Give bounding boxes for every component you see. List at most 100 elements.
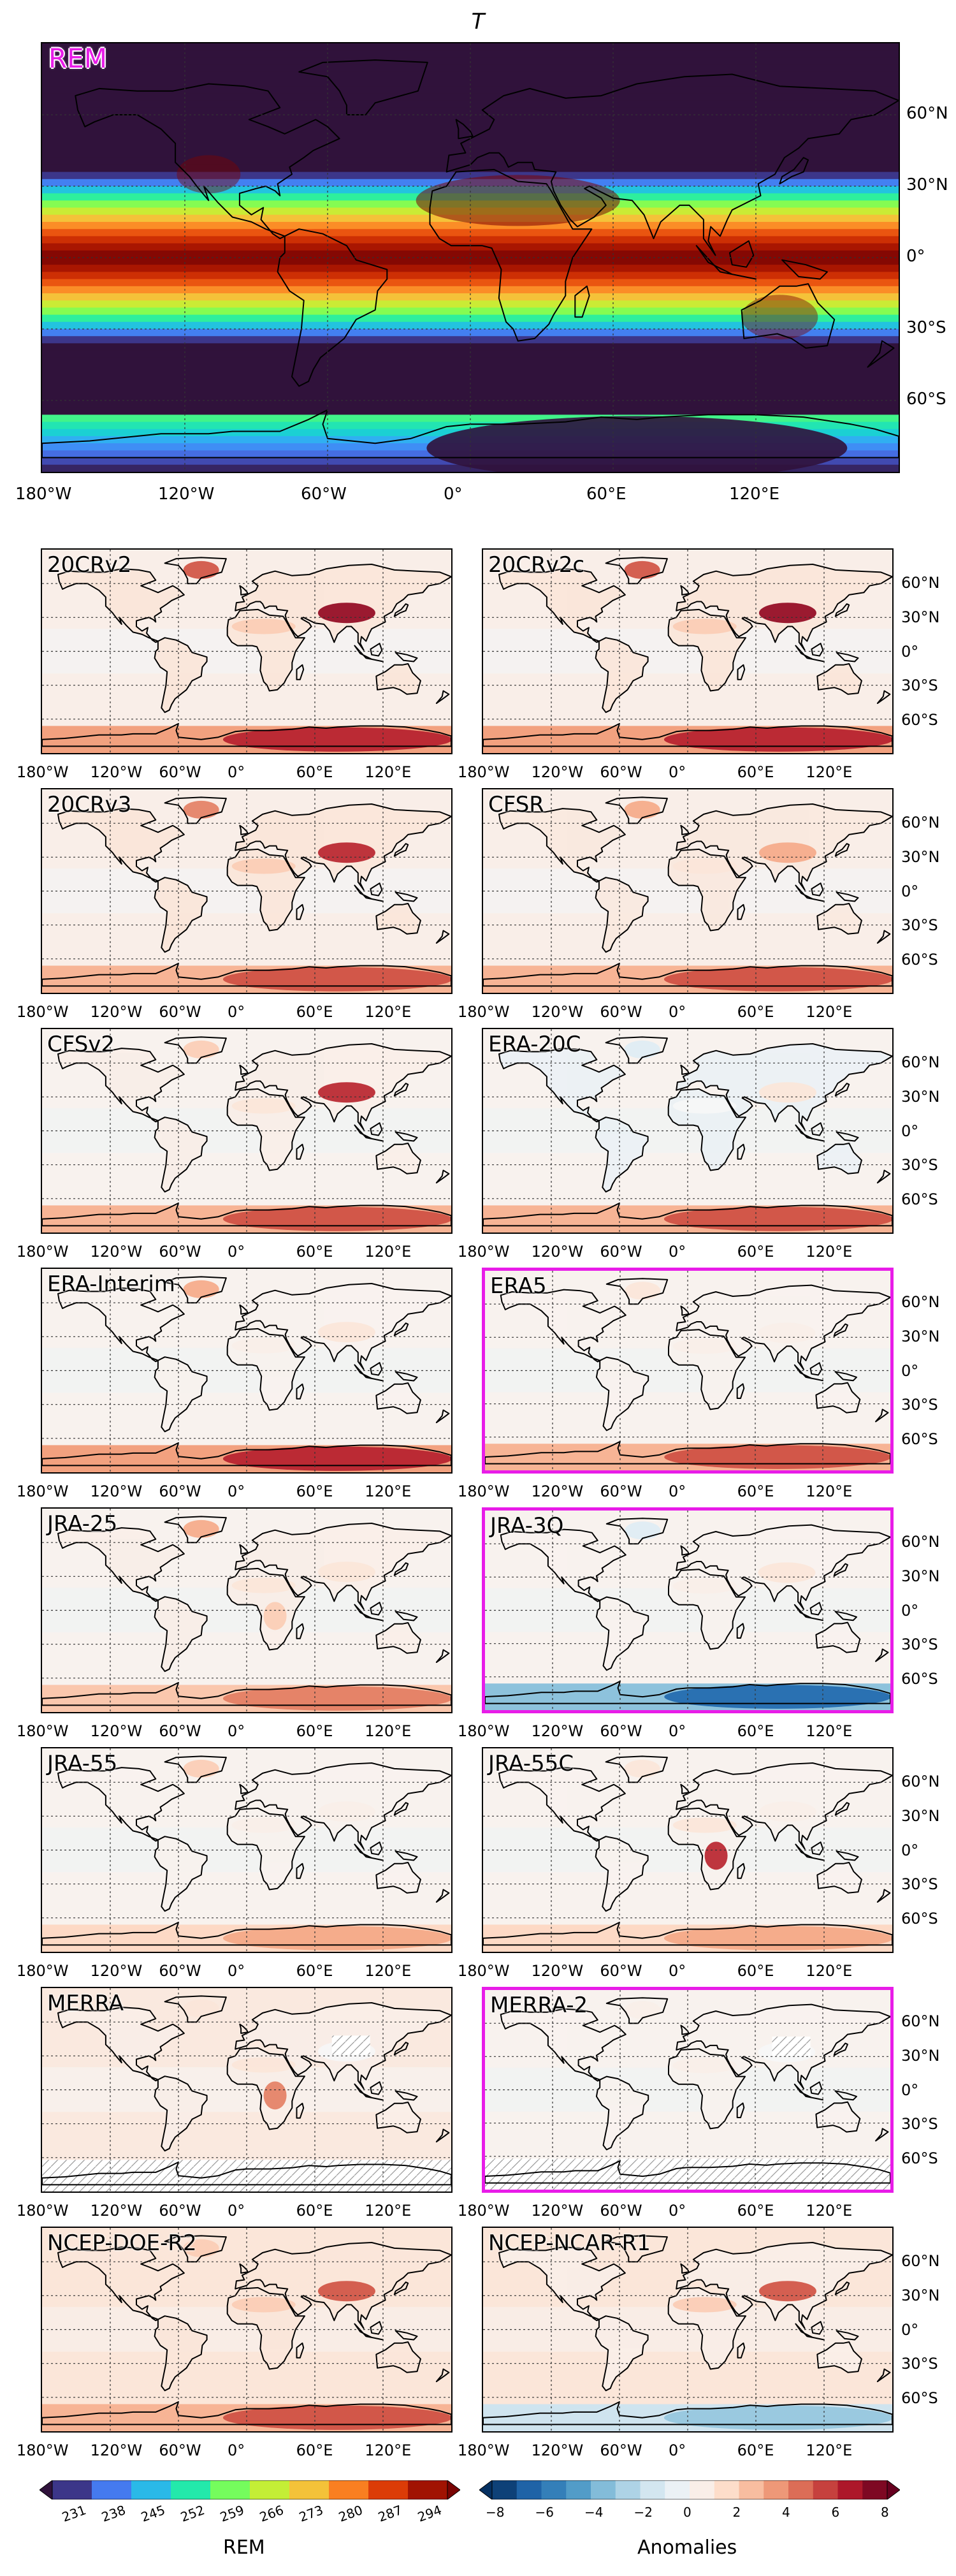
lon-tick-label: 180°W xyxy=(458,2202,510,2220)
lon-tick-label: 180°W xyxy=(17,1962,69,1980)
lon-tick-label: 60°W xyxy=(600,1003,642,1021)
anomaly-field xyxy=(483,1029,892,1233)
anomaly-field xyxy=(485,1271,890,1470)
anomaly-map-panel: 20CRv3 xyxy=(41,788,453,994)
rem-colorbar-tick: 273 xyxy=(297,2502,326,2525)
anomaly-colorbar-label: Anomalies xyxy=(637,2536,737,2559)
lat-tick-label: 0° xyxy=(901,1122,919,1140)
lon-tick-label: 0° xyxy=(228,1482,245,1500)
lon-tick-label: 60°E xyxy=(296,1722,333,1740)
lat-tick-label: 0° xyxy=(901,2320,919,2339)
panel-label: ERA-20C xyxy=(488,1032,581,1057)
lon-tick-label: 60°W xyxy=(301,485,347,504)
lon-tick-label: 0° xyxy=(669,1962,686,1980)
lon-tick-label: 120°W xyxy=(531,1722,584,1740)
anomaly-field xyxy=(42,1509,451,1712)
panel-label: JRA-55 xyxy=(47,1751,118,1776)
panel-label: ERA-Interim xyxy=(47,1271,175,1297)
lat-tick-label: 60°S xyxy=(901,1910,938,1928)
rem-colorbar-tick: 238 xyxy=(99,2502,128,2525)
lon-tick-label: 180°W xyxy=(458,1482,510,1500)
lon-tick-label: 120°W xyxy=(90,1722,143,1740)
lon-tick-label: 120°E xyxy=(806,1722,853,1740)
lon-tick-label: 180°W xyxy=(17,1482,69,1500)
anomaly-map-panel: CFSR xyxy=(482,788,894,994)
lon-tick-label: 0° xyxy=(228,1003,245,1021)
lon-tick-label: 0° xyxy=(228,1243,245,1261)
anomaly-map-panel: CFSv2 xyxy=(41,1028,453,1234)
lon-tick-label: 180°W xyxy=(17,2441,69,2459)
lon-tick-label: 120°W xyxy=(90,2441,143,2459)
anomaly-map-panel: MERRA-2 xyxy=(482,1987,894,2193)
figure-title: T xyxy=(471,9,485,34)
lon-tick-label: 120°E xyxy=(365,2441,412,2459)
panel-label: MERRA-2 xyxy=(490,1993,588,2018)
anomaly-colorbar-tick: −4 xyxy=(584,2505,604,2520)
anomaly-map-panel: 20CRv2c xyxy=(482,548,894,754)
lat-tick-label: 60°S xyxy=(901,2149,938,2168)
rem-colorbar-tick: 245 xyxy=(139,2502,168,2525)
lon-tick-label: 120°E xyxy=(365,1722,412,1740)
lon-tick-label: 120°E xyxy=(806,2441,853,2459)
anomaly-map-panel: JRA-25 xyxy=(41,1507,453,1713)
lon-tick-label: 60°E xyxy=(737,1962,774,1980)
lat-tick-label: 30°S xyxy=(901,1396,938,1414)
lon-tick-label: 120°E xyxy=(365,1482,412,1500)
lon-tick-label: 120°W xyxy=(531,1962,584,1980)
lon-tick-label: 60°W xyxy=(159,1482,201,1500)
lon-tick-label: 60°W xyxy=(159,1722,201,1740)
lon-tick-label: 60°E xyxy=(737,1482,774,1500)
lon-tick-label: 180°W xyxy=(458,1722,510,1740)
lat-tick-label: 0° xyxy=(901,2081,919,2099)
lon-tick-label: 60°W xyxy=(600,2202,642,2220)
panel-label: ERA5 xyxy=(490,1273,547,1299)
anomaly-map-panel: ERA-Interim xyxy=(41,1268,453,1474)
lon-tick-label: 180°W xyxy=(17,2202,69,2220)
lon-tick-label: 0° xyxy=(228,763,245,781)
anomaly-map-panel: JRA-3Q xyxy=(482,1507,894,1713)
rem-colorbar-tick: 287 xyxy=(376,2502,405,2525)
lat-tick-label: 60°S xyxy=(901,1190,938,1209)
lon-tick-label: 120°W xyxy=(90,1962,143,1980)
rem-map-panel: REM xyxy=(41,42,900,473)
lon-tick-label: 60°E xyxy=(296,2441,333,2459)
lon-tick-label: 60°W xyxy=(600,763,642,781)
lon-tick-label: 0° xyxy=(669,1243,686,1261)
panel-label: JRA-25 xyxy=(47,1511,118,1537)
anomaly-colorbar-tick: −8 xyxy=(486,2505,505,2520)
anomaly-map-panel: NCEP-DOE-R2 xyxy=(41,2227,453,2433)
lat-tick-label: 60°N xyxy=(901,813,940,831)
lon-tick-label: 0° xyxy=(669,763,686,781)
lat-tick-label: 60°N xyxy=(906,104,948,123)
anomaly-colorbar xyxy=(479,2480,900,2499)
lat-tick-label: 60°N xyxy=(901,1772,940,1790)
rem-colorbar-tick: 252 xyxy=(178,2502,207,2525)
rem-colorbar-tick: 266 xyxy=(257,2502,286,2525)
lat-tick-label: 30°S xyxy=(901,916,938,935)
lat-tick-label: 30°N xyxy=(906,175,948,194)
anomaly-field xyxy=(42,1269,451,1472)
lon-tick-label: 180°W xyxy=(17,1003,69,1021)
lon-tick-label: 60°E xyxy=(296,1482,333,1500)
anomaly-colorbar-tick: 4 xyxy=(782,2505,790,2520)
anomaly-field xyxy=(483,550,892,753)
lon-tick-label: 60°W xyxy=(159,763,201,781)
lon-tick-label: 60°E xyxy=(737,1243,774,1261)
lat-tick-label: 30°N xyxy=(901,1087,940,1106)
lon-tick-label: 60°W xyxy=(159,1962,201,1980)
lon-tick-label: 180°W xyxy=(458,1003,510,1021)
lon-tick-label: 120°W xyxy=(158,485,215,504)
lat-tick-label: 30°N xyxy=(901,1327,940,1345)
lon-tick-label: 180°W xyxy=(17,1722,69,1740)
anomaly-map-panel: MERRA xyxy=(41,1987,453,2193)
anomaly-colorbar-tick: −2 xyxy=(634,2505,653,2520)
lon-tick-label: 120°E xyxy=(806,1962,853,1980)
lat-tick-label: 30°S xyxy=(901,1156,938,1175)
rem-temperature-field xyxy=(42,43,899,472)
anomaly-colorbar-tick: 0 xyxy=(683,2505,692,2520)
lat-tick-label: 60°S xyxy=(901,1670,938,1688)
anomaly-colorbar-tick: 8 xyxy=(881,2505,889,2520)
panel-label: JRA-3Q xyxy=(490,1513,564,1539)
anomaly-field xyxy=(42,2228,451,2431)
lon-tick-label: 0° xyxy=(669,2202,686,2220)
